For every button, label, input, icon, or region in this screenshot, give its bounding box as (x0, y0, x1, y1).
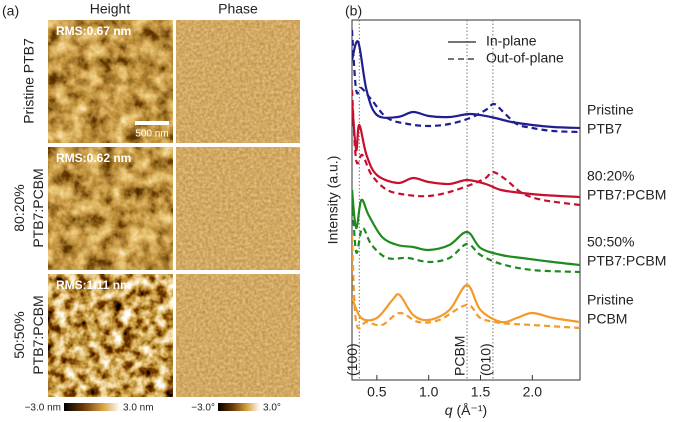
column-heading: Phase (218, 1, 258, 17)
colorbar (64, 403, 120, 411)
sample-label: Pristine (587, 292, 634, 308)
row-label: PTB7:PCBM (30, 168, 46, 247)
column-heading: Height (90, 1, 131, 17)
afm-phase-image (176, 20, 300, 143)
x-tick-label: 2.0 (523, 384, 543, 400)
colorbar (218, 403, 260, 411)
peak-label: PCBM (452, 336, 468, 376)
sample-label: PTB7:PCBM (587, 253, 666, 269)
line-series (352, 189, 580, 267)
line-series (352, 99, 580, 199)
sample-label: 50:50% (587, 234, 634, 250)
panel-label: (a) (2, 3, 19, 19)
colorbar-label: −3.0 nm (25, 403, 61, 414)
sample-label: PCBM (587, 311, 627, 327)
peak-label: (100) (344, 343, 360, 376)
colorbar-label: 3.0 nm (123, 403, 154, 414)
x-tick-label: 0.5 (367, 384, 387, 400)
scale-bar (135, 121, 169, 125)
row-label: PTB7:PCBM (30, 295, 46, 374)
line-series (352, 189, 580, 274)
line-series (352, 89, 580, 207)
colorbar-label: 3.0° (263, 403, 281, 414)
x-tick-label: 1.0 (419, 384, 439, 400)
x-axis-unit: (Å⁻¹) (456, 402, 487, 418)
peak-label: (010) (478, 343, 494, 376)
sample-label: 80:20% (587, 168, 634, 184)
rms-label: RMS:0.67 nm (56, 24, 131, 38)
afm-phase-image (176, 274, 300, 397)
y-axis-label: Intensity (a.u.) (325, 156, 341, 245)
line-series (352, 283, 580, 324)
row-label: 80:20% (11, 184, 27, 231)
sample-label: PTB7:PCBM (587, 187, 666, 203)
colorbar-label: −3.0° (191, 403, 215, 414)
sample-label: PTB7 (587, 121, 622, 137)
rms-label: RMS:0.62 nm (56, 151, 131, 165)
x-axis-symbol: q (445, 402, 453, 418)
line-series (352, 29, 580, 134)
rms-label: RMS:1.11 nm (56, 278, 131, 292)
afm-height-image (48, 147, 173, 270)
sample-label: Pristine (587, 102, 634, 118)
line-series (352, 40, 580, 130)
row-label: Pristine PTB7 (21, 38, 37, 124)
x-axis-label: q (Å⁻¹) (445, 402, 487, 418)
panel-label: (b) (345, 3, 362, 19)
x-tick-label: 1.5 (471, 384, 491, 400)
afm-phase-image (176, 147, 300, 270)
scale-bar-label: 500 nm (135, 129, 168, 140)
afm-height-image (48, 274, 173, 397)
line-series (352, 234, 580, 330)
legend-label: In-plane (486, 33, 537, 49)
legend-label: Out-of-plane (486, 50, 564, 66)
plot-area (352, 29, 580, 330)
row-label: 50:50% (11, 311, 27, 358)
